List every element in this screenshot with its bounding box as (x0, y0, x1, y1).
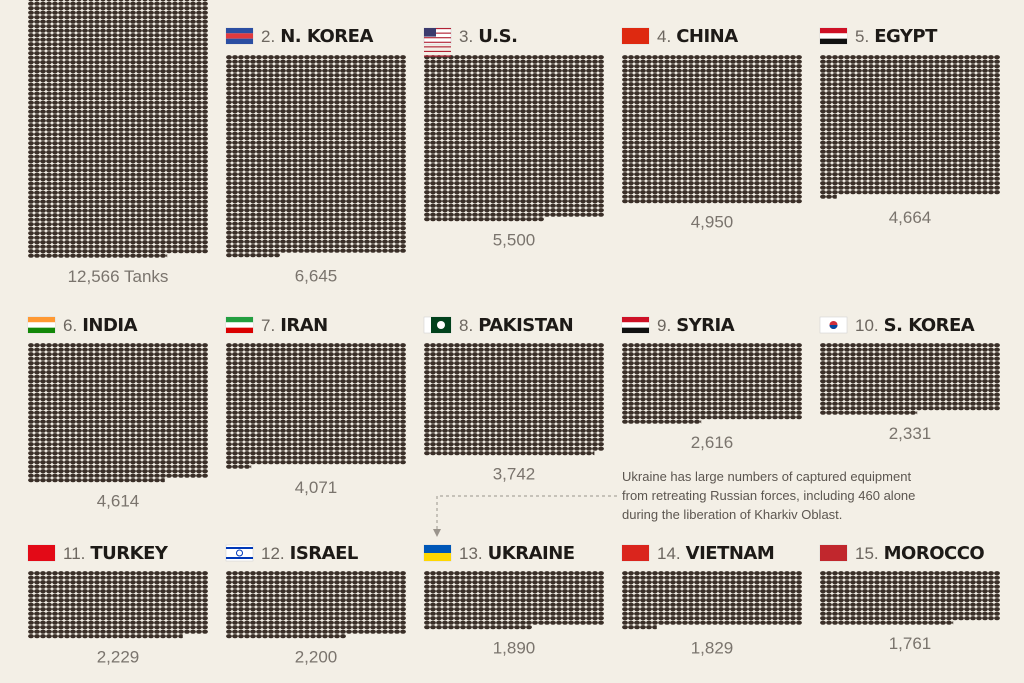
category-label: 12. ISRAEL (261, 543, 358, 564)
rank-label: 8. (459, 316, 473, 335)
value-label: 2,200 (295, 648, 338, 667)
tank-block (820, 343, 1000, 415)
flag (819, 544, 848, 562)
country-label: IRAN (280, 315, 328, 336)
value-label: 4,614 (97, 492, 140, 511)
country-label: CHINA (676, 26, 738, 47)
category-label: 6. INDIA (63, 315, 138, 336)
value-label: 4,664 (889, 208, 932, 227)
category-label: 4. CHINA (657, 26, 738, 47)
country-label: EGYPT (874, 26, 938, 47)
tank-block (424, 343, 604, 456)
annotation-connector (436, 495, 617, 532)
annotation-arrow (433, 529, 441, 537)
flag (819, 27, 848, 45)
country-label: TURKEY (90, 543, 168, 564)
value-label: 12,566 Tanks (68, 267, 169, 286)
country-label: MOROCCO (884, 543, 985, 564)
category-label: 3. U.S. (459, 26, 517, 47)
rank-label: 2. (261, 27, 275, 46)
tank-block (28, 343, 208, 483)
annotation: from retreating Russian forces, includin… (622, 488, 915, 503)
tank-block (424, 55, 604, 222)
category-label: 7. IRAN (261, 315, 328, 336)
tank-block (622, 571, 802, 630)
tank-block (622, 343, 802, 424)
rank-label: 3. (459, 27, 473, 46)
value-label: 3,742 (493, 465, 536, 484)
rank-label: 7. (261, 316, 275, 335)
flag (27, 544, 56, 562)
flag (27, 316, 56, 334)
country-label: PAKISTAN (478, 315, 573, 336)
tank-block (28, 0, 208, 258)
flag (423, 316, 452, 334)
tank-block (226, 571, 406, 639)
flag (621, 27, 650, 45)
rank-label: 11. (63, 544, 85, 563)
value-label: 1,829 (691, 639, 734, 658)
value-label: 4,071 (295, 478, 338, 497)
category-label: 15. MOROCCO (855, 543, 984, 564)
annotation: during the liberation of Kharkiv Oblast. (622, 507, 842, 522)
flag (621, 316, 650, 334)
country-label: VIETNAM (686, 543, 775, 564)
rank-label: 15. (855, 544, 879, 563)
rank-label: 10. (855, 316, 879, 335)
value-label: 1,761 (889, 634, 932, 653)
category-label: 11. TURKEY (63, 543, 169, 564)
value-label: 2,331 (889, 424, 932, 443)
tank-block (226, 343, 406, 469)
value-label: 2,229 (97, 648, 140, 667)
country-label: UKRAINE (488, 543, 575, 564)
country-label: U.S. (478, 26, 517, 47)
rank-label: 6. (63, 316, 77, 335)
country-label: N. KOREA (280, 26, 373, 47)
tank-block (28, 571, 208, 639)
category-label: 14. VIETNAM (657, 543, 774, 564)
rank-label: 14. (657, 544, 681, 563)
flag (225, 544, 254, 562)
country-label: S. KOREA (884, 315, 975, 336)
tank-block (820, 55, 1000, 199)
tank-block (424, 571, 604, 630)
category-label: 2. N. KOREA (261, 26, 373, 47)
category-label: 8. PAKISTAN (459, 315, 573, 336)
country-label: SYRIA (676, 315, 735, 336)
value-label: 6,645 (295, 267, 338, 286)
value-label: 4,950 (691, 213, 734, 232)
rank-label: 13. (459, 544, 483, 563)
value-label: 1,890 (493, 639, 536, 658)
category-label: 5. EGYPT (855, 26, 938, 47)
category-label: 9. SYRIA (657, 315, 735, 336)
flag (225, 27, 254, 45)
annotation: Ukraine has large numbers of captured eq… (622, 469, 911, 484)
rank-label: 12. (261, 544, 285, 563)
rank-label: 5. (855, 27, 869, 46)
tank-block (820, 571, 1000, 625)
flag (423, 27, 452, 57)
category-label: 13. UKRAINE (459, 543, 575, 564)
country-label: ISRAEL (290, 543, 358, 564)
value-label: 2,616 (691, 433, 734, 452)
rank-label: 9. (657, 316, 671, 335)
flag (225, 316, 254, 334)
value-label: 5,500 (493, 231, 536, 250)
tank-block (622, 55, 802, 204)
flag (423, 544, 452, 562)
category-label: 10. S. KOREA (855, 315, 975, 336)
flag (819, 316, 848, 334)
rank-label: 4. (657, 27, 671, 46)
flag (621, 544, 650, 562)
country-label: INDIA (82, 315, 137, 336)
tank-block (226, 55, 406, 258)
